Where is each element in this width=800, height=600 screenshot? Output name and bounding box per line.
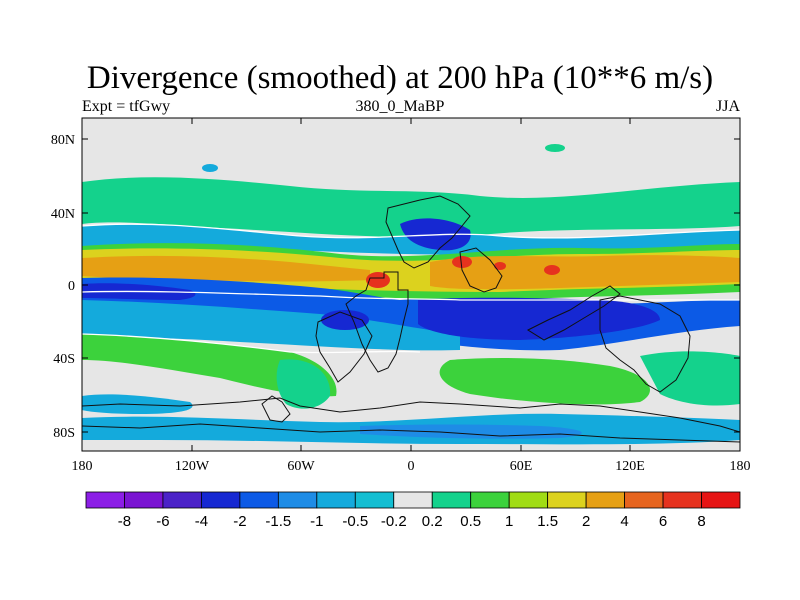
experiment-label: Expt = tfGwy <box>82 98 171 115</box>
time-label: 380_0_MaBP <box>355 98 445 115</box>
colorbar-label: -2 <box>233 513 246 530</box>
colorbar-box <box>431 491 472 509</box>
coastline-australia <box>599 295 691 393</box>
colorbar-label: -6 <box>156 513 169 530</box>
field-contour-line-south <box>82 333 421 354</box>
colorbar-label: 1 <box>505 513 513 530</box>
colorbar-box <box>239 491 279 509</box>
field-south-america-teal <box>276 359 331 409</box>
field-north-atlantic-cyan <box>202 164 218 172</box>
lon-ticks <box>191 118 631 451</box>
field-equatorial-orange-core <box>82 255 370 282</box>
colorbar-label: 2 <box>582 513 590 530</box>
lon-label-120w: 120W <box>175 459 210 474</box>
lat-label-0: 0 <box>68 279 75 294</box>
colorbar-box <box>316 491 356 509</box>
field-arctic-teal <box>545 144 565 152</box>
lon-labels: 180 120W 60W 0 60E 120E 180 <box>72 459 751 474</box>
colorbar-label: -1 <box>310 513 323 530</box>
coastlines <box>82 195 740 443</box>
lat-label-40s: 40S <box>53 352 75 367</box>
season-label: JJA <box>715 98 740 115</box>
lon-label-120e: 120E <box>615 459 645 474</box>
lat-labels: 80N 40N 0 40S 80S <box>51 133 75 441</box>
field-contour-line-north <box>82 223 740 239</box>
coastline-eurasia <box>385 195 471 269</box>
colorbar-box <box>201 491 241 509</box>
colorbar-label: 0.2 <box>422 513 443 530</box>
colorbar-label: -0.2 <box>381 513 407 530</box>
coastline-indonesia <box>526 285 621 341</box>
lat-label-80n: 80N <box>51 133 75 148</box>
lat-label-40n: 40N <box>51 207 75 222</box>
field-asia-red-max-3 <box>494 262 506 270</box>
colorbar-label: 6 <box>659 513 667 530</box>
colorbar-box <box>277 491 318 509</box>
colorbar-box <box>547 491 587 509</box>
divergence-field <box>82 118 740 451</box>
colorbar-label: -1.5 <box>265 513 291 530</box>
colorbar-box <box>508 491 549 509</box>
field-southern-green-band <box>82 334 337 397</box>
colorbar-box <box>354 491 395 509</box>
colorbar-label: 8 <box>697 513 705 530</box>
colorbar-box <box>85 491 125 509</box>
colorbar-box <box>470 491 510 509</box>
lon-label-60w: 60W <box>287 459 315 474</box>
lon-label-180-west: 180 <box>72 459 93 474</box>
lat-label-80s: 80S <box>53 426 75 441</box>
coastline-antarctica-lower <box>82 423 740 443</box>
colorbar-label: 4 <box>620 513 628 530</box>
coastline-south-america <box>315 311 373 383</box>
field-southern-ocean-green <box>439 358 650 405</box>
colorbar-box <box>662 491 702 509</box>
lat-ticks <box>82 138 740 433</box>
colorbar: -8 -6 -4 -2 -1.5 -1 -0.5 -0.2 0.2 0.5 1 1.5 2 4 6 8 <box>85 491 741 530</box>
field-southern-ocean-teal <box>640 351 740 406</box>
coastline-arabia-india <box>459 247 503 293</box>
colorbar-box <box>701 491 741 509</box>
colorbar-box <box>624 491 664 509</box>
field-indian-ocean-orange <box>430 255 740 290</box>
colorbar-label: -4 <box>195 513 208 530</box>
coastline-africa <box>345 271 409 373</box>
colorbar-box <box>162 491 202 509</box>
colorbar-labels: -8 -6 -4 -2 -1.5 -1 -0.5 -0.2 0.2 0.5 1 1.5 2 4 6 8 <box>118 513 706 530</box>
lon-label-0: 0 <box>408 459 415 474</box>
colorbar-label: 1.5 <box>537 513 558 530</box>
coastline-antarctica-peninsula <box>261 395 291 423</box>
colorbar-boxes <box>85 491 741 509</box>
field-asia-red-max-1 <box>452 256 472 268</box>
field-north-green-band <box>82 177 740 238</box>
map-title: Divergence (smoothed) at 200 hPa (10**6 … <box>86 60 714 96</box>
colorbar-label: -8 <box>118 513 131 530</box>
lon-label-60e: 60E <box>510 459 533 474</box>
colorbar-label: -0.5 <box>342 513 368 530</box>
field-tropical-cyan-band <box>82 300 460 351</box>
colorbar-box <box>585 491 625 509</box>
lon-label-180-east: 180 <box>730 459 751 474</box>
coastline-antarctica <box>82 397 740 433</box>
colorbar-label: 0.5 <box>460 513 481 530</box>
colorbar-box <box>124 491 164 509</box>
colorbar-box <box>393 491 433 509</box>
field-asia-red-max-2 <box>544 265 560 275</box>
